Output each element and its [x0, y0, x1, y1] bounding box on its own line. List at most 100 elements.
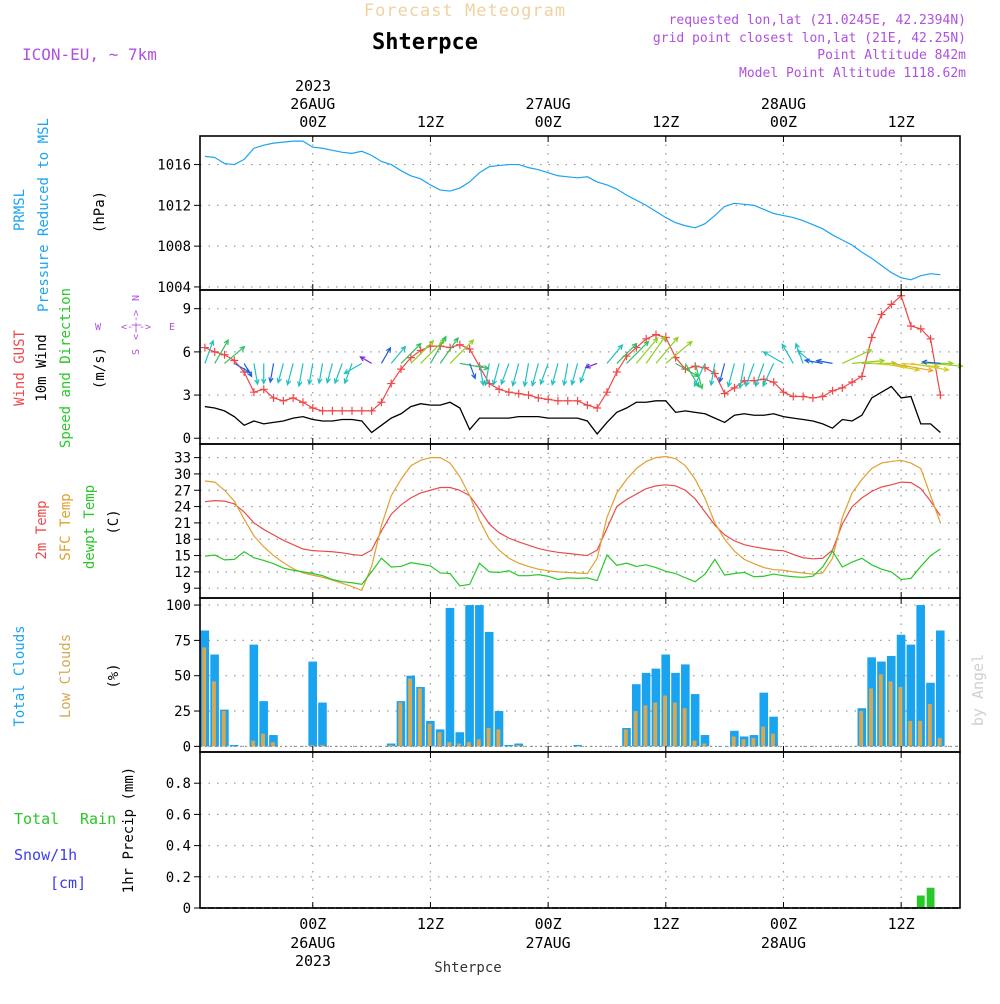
- wind-arrow: [243, 363, 253, 378]
- ytick-label-temperature-0: 9: [183, 581, 191, 597]
- gust-marker: [553, 396, 562, 405]
- panel-frame-wind: [199, 289, 961, 445]
- gust-marker: [200, 343, 209, 352]
- low-cloud-bar: [927, 703, 932, 747]
- temp-dewpt-label: dewpt Temp: [82, 485, 98, 569]
- wind-arrow: [500, 363, 510, 386]
- precip-labels: Total Rain Snow/1h [cm] 1hr Precip (mm): [14, 767, 137, 893]
- wind-arrow: [815, 358, 833, 365]
- ytick-label-precipitation-4: 0.8: [166, 776, 191, 792]
- gust-marker: [357, 406, 366, 415]
- ytick-label-pressure-2: 1012: [157, 198, 191, 214]
- gust-marker: [397, 365, 406, 374]
- top-axis-time-label: 12Z: [652, 113, 679, 131]
- wind-arrow: [616, 342, 638, 364]
- ytick-label-pressure-1: 1008: [157, 239, 191, 255]
- low-cloud-bar: [663, 695, 667, 747]
- total-cloud-bar: [759, 692, 769, 747]
- wind-arrow: [285, 363, 294, 386]
- compass-arrow-h: <-|->: [121, 322, 151, 333]
- ytick-label-precipitation-0: 0: [183, 901, 191, 917]
- low-cloud-bar: [221, 711, 226, 747]
- pressure-line: [204, 140, 941, 281]
- wind-arrow: [645, 335, 666, 364]
- top-axis-time-label: 00Z: [535, 113, 562, 131]
- gust-marker: [504, 388, 513, 397]
- wind-arrow: [359, 356, 372, 364]
- low-cloud-bar: [427, 723, 432, 747]
- low-cloud-bar: [898, 687, 903, 747]
- gust-marker: [936, 391, 945, 400]
- top-axis-time-label: 00Z: [770, 113, 797, 131]
- rain-bar: [916, 895, 925, 908]
- low-cloud-bar: [212, 681, 216, 747]
- low-cloud-bar: [908, 720, 913, 747]
- wind-arrow: [635, 337, 659, 364]
- wind-arrow: [522, 363, 530, 388]
- low-cloud-bar: [859, 711, 864, 747]
- wind-arrow: [214, 338, 229, 364]
- ytick-label-clouds-2: 50: [174, 669, 191, 685]
- gust-marker: [308, 404, 317, 413]
- low-cloud-bar: [388, 744, 393, 747]
- low-cloud-bar: [623, 729, 628, 747]
- gust-marker: [563, 396, 572, 405]
- station-name: Shterpce: [372, 30, 478, 55]
- total-cloud-bar: [318, 702, 327, 747]
- low-cloud-bar: [202, 647, 207, 747]
- total-cloud-bar: [475, 605, 484, 747]
- compass-rose: N <-|-> S W <-|-> E: [95, 295, 175, 355]
- low-cloud-bar: [270, 742, 275, 747]
- gust-marker: [289, 393, 298, 402]
- panel-pressure: 1004 1008 1012 1016: [157, 135, 961, 296]
- wind-arrow: [718, 363, 726, 384]
- total-cloud-bar: [269, 735, 278, 747]
- wind-arrow: [268, 363, 275, 384]
- wind-arrow: [762, 363, 775, 388]
- wind-arrow: [325, 363, 333, 385]
- compass-w: W: [95, 322, 102, 333]
- model-name: ICON-EU, ~ 7km: [22, 45, 157, 64]
- wind-arrow: [561, 363, 569, 387]
- wind-arrow: [550, 363, 559, 386]
- gust-marker: [583, 401, 592, 410]
- wind-arrow: [709, 363, 716, 387]
- low-cloud-bar: [476, 739, 481, 747]
- ytick-label-wind-0: 0: [183, 431, 191, 447]
- wind-arrow: [726, 363, 736, 388]
- compass-arrow: <-|->: [131, 310, 142, 340]
- top-axis-time-label: 00Z: [299, 113, 326, 131]
- bottom-axis-time-label: 12Z: [888, 915, 915, 933]
- gust-marker: [848, 378, 857, 387]
- total-cloud-bar: [690, 694, 700, 747]
- precip-rain-label: Rain: [80, 810, 116, 828]
- gust-marker: [867, 333, 876, 342]
- gust-marker: [857, 372, 866, 381]
- wind-gust-label: Wind GUST: [12, 330, 28, 406]
- gust-marker: [455, 340, 464, 349]
- bottom-axis-time-label: 12Z: [417, 915, 444, 933]
- bottom-station: Shterpce: [434, 960, 501, 976]
- low-cloud-bar: [261, 733, 265, 747]
- gust-marker: [642, 334, 651, 343]
- wind-arrow: [737, 363, 745, 390]
- bottom-axis-date-label: 27AUG: [526, 934, 571, 952]
- low-cloud-bar: [417, 688, 422, 747]
- pressure-label-prmsl: PRMSL: [12, 189, 28, 231]
- low-cloud-bar: [447, 742, 452, 747]
- total-cloud-bar: [916, 605, 925, 747]
- gust-marker: [818, 392, 827, 401]
- ytick-label-wind-1: 3: [183, 388, 191, 404]
- gust-marker: [338, 406, 347, 415]
- ytick-label-clouds-4: 100: [166, 598, 191, 614]
- ytick-label-temperature-7: 30: [174, 467, 191, 483]
- total-cloud-bar: [681, 664, 690, 747]
- wind-arrow: [570, 363, 579, 386]
- bottom-axis-date-label: 28AUG: [761, 934, 806, 952]
- gust-marker: [652, 330, 660, 339]
- top-axis-time-label: 12Z: [417, 113, 444, 131]
- gust-marker: [838, 383, 847, 392]
- wind-10m-label: 10m Wind: [34, 334, 50, 401]
